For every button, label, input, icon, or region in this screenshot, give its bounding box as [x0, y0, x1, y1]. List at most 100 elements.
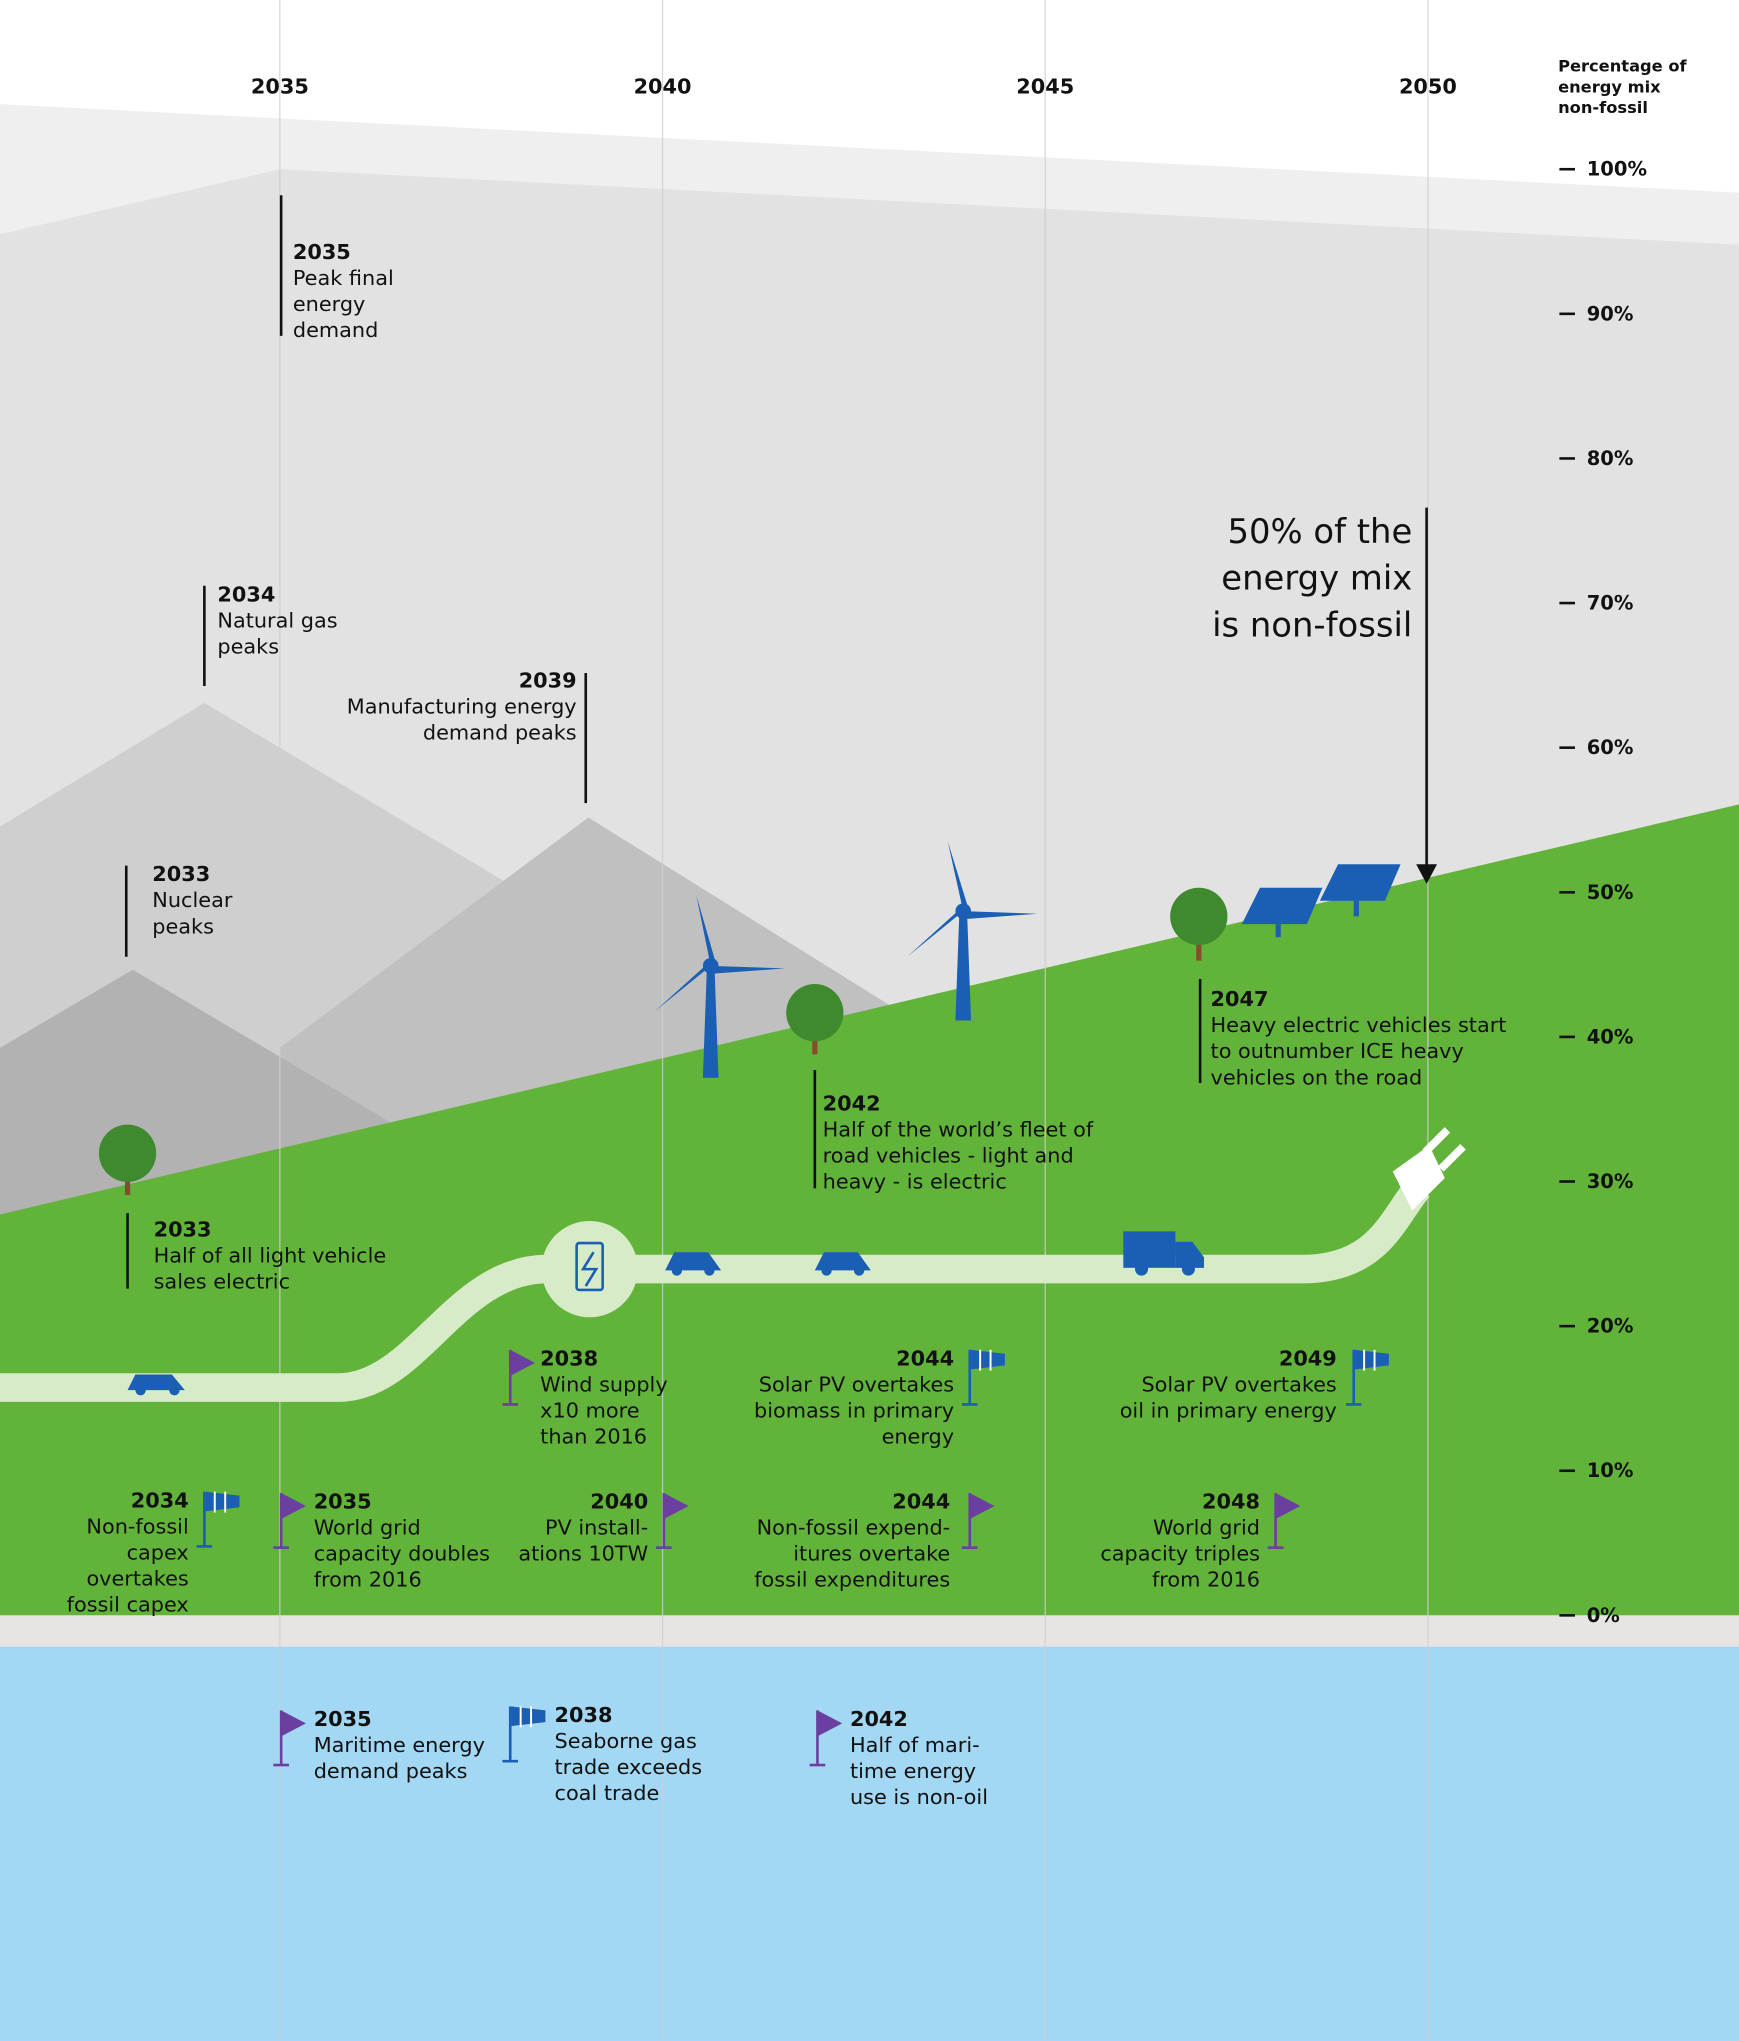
milestone-text: Solar PV overtakes: [1141, 1372, 1336, 1396]
bolt: [580, 1251, 599, 1287]
year-label: 2050: [1399, 75, 1457, 99]
axis-title: non-fossil: [1558, 98, 1648, 117]
flag: [663, 1492, 689, 1520]
vehicles: [127, 1231, 1205, 1396]
milestone-text: x10 more: [540, 1399, 639, 1423]
milestone-text: heavy - is electric: [823, 1169, 1007, 1193]
milestone-year: 2038: [555, 1703, 613, 1727]
milestone-text: energy: [882, 1425, 955, 1449]
year-label: 2035: [251, 75, 309, 99]
milestone-year: 2033: [154, 1218, 212, 1242]
milestone-year: 2044: [892, 1490, 950, 1514]
trees: [98, 887, 1228, 1195]
milestone-text: capex: [127, 1540, 189, 1564]
milestone-text: Half of all light vehicle: [154, 1244, 387, 1268]
milestone-text: than 2016: [540, 1425, 647, 1449]
milestone-text: ations 10TW: [518, 1542, 648, 1566]
milestone-text: Half of the world’s fleet of: [823, 1117, 1094, 1141]
milestone-text: Peak final: [293, 266, 394, 290]
milestone-year: 2035: [314, 1490, 372, 1514]
milestone-text: road vehicles - light and: [823, 1143, 1074, 1167]
tick-label: 40%: [1587, 1025, 1634, 1048]
milestone-text: overtakes: [86, 1566, 188, 1590]
milestone-text: use is non-oil: [850, 1785, 988, 1809]
year-lines: [279, 0, 1429, 2041]
plug: [1392, 1127, 1466, 1211]
milestone-text: vehicles on the road: [1211, 1065, 1423, 1089]
milestone-text: capacity doubles: [314, 1542, 490, 1566]
milestone-text: coal trade: [555, 1781, 660, 1805]
tick-label: 50%: [1587, 881, 1634, 904]
milestone-text: Half of mari-: [850, 1733, 980, 1757]
milestone-year: 2033: [152, 862, 210, 886]
milestone-text: peaks: [217, 634, 279, 658]
milestone-text: oil in primary energy: [1120, 1399, 1337, 1423]
milestone-text: Manufacturing energy: [347, 694, 577, 718]
year-label: 2040: [634, 75, 692, 99]
milestone-text: Non-fossil expend-: [757, 1516, 951, 1540]
milestone-text: itures overtake: [793, 1542, 950, 1566]
tick-label: 100%: [1587, 158, 1647, 181]
tick-label: 70%: [1587, 592, 1634, 615]
milestone-year: 2038: [540, 1346, 598, 1370]
flag: [510, 1349, 535, 1376]
milestone-text: World grid: [314, 1516, 421, 1540]
milestone-year: 2034: [131, 1488, 189, 1512]
tick-label: 80%: [1587, 447, 1634, 470]
milestone-year: 2044: [896, 1346, 954, 1370]
milestone-text: capacity triples: [1100, 1542, 1260, 1566]
milestone-text: energy: [293, 292, 366, 316]
milestone-year: 2035: [314, 1707, 372, 1731]
arrow-head: [1416, 864, 1438, 884]
milestone-text: biomass in primary: [754, 1399, 954, 1423]
road: [0, 1177, 1430, 1402]
axis-title: Percentage of: [1558, 57, 1687, 76]
tick-label: 10%: [1587, 1459, 1634, 1482]
milestone-year: 2035: [293, 240, 351, 264]
milestone-text: Seaborne gas: [555, 1729, 697, 1753]
milestone-text: from 2016: [1152, 1568, 1260, 1592]
callout: energy mix: [1221, 559, 1412, 598]
callout: is non-fossil: [1212, 606, 1412, 645]
milestone-text: fossil expenditures: [754, 1568, 950, 1592]
flag: [281, 1710, 306, 1737]
shore: [0, 1615, 1739, 1647]
milestone-text: Heavy electric vehicles start: [1211, 1013, 1507, 1037]
tick-label: 60%: [1587, 736, 1634, 759]
milestone-text: Nuclear: [152, 888, 233, 912]
milestone-text: demand: [293, 318, 378, 342]
milestone-text: to outnumber ICE heavy: [1211, 1039, 1464, 1063]
milestone-year: 2048: [1202, 1490, 1260, 1514]
flag: [281, 1492, 306, 1520]
flag: [817, 1710, 843, 1737]
flag: [1275, 1492, 1301, 1520]
milestone-text: trade exceeds: [555, 1755, 703, 1779]
milestone-year: 2042: [823, 1091, 881, 1115]
callout: 50% of the: [1227, 512, 1412, 551]
milestone-text: Wind supply: [540, 1372, 667, 1396]
milestone-text: peaks: [152, 914, 214, 938]
milestone-text: time energy: [850, 1759, 976, 1783]
milestone-year: 2034: [217, 582, 275, 606]
milestone-year: 2039: [519, 668, 577, 692]
milestone-text: from 2016: [314, 1568, 422, 1592]
tick-label: 90%: [1587, 302, 1634, 325]
milestone-text: Maritime energy: [314, 1733, 485, 1757]
milestone-text: fossil capex: [67, 1592, 189, 1616]
tick-label: 30%: [1587, 1170, 1634, 1193]
tick-label: 0%: [1587, 1604, 1620, 1627]
milestone-text: sales electric: [154, 1270, 290, 1294]
milestone-year: 2040: [590, 1490, 648, 1514]
milestone-year: 2047: [1211, 987, 1269, 1011]
milestone-text: Solar PV overtakes: [759, 1372, 954, 1396]
ground: [0, 804, 1739, 1616]
milestone-year: 2042: [850, 1707, 908, 1731]
milestone-text: World grid: [1153, 1516, 1260, 1540]
tick-label: 20%: [1587, 1315, 1634, 1338]
milestone-text: demand peaks: [423, 720, 577, 744]
milestone-text: Non-fossil: [86, 1514, 188, 1538]
year-label: 2045: [1016, 75, 1074, 99]
milestone-year: 2049: [1279, 1346, 1337, 1370]
